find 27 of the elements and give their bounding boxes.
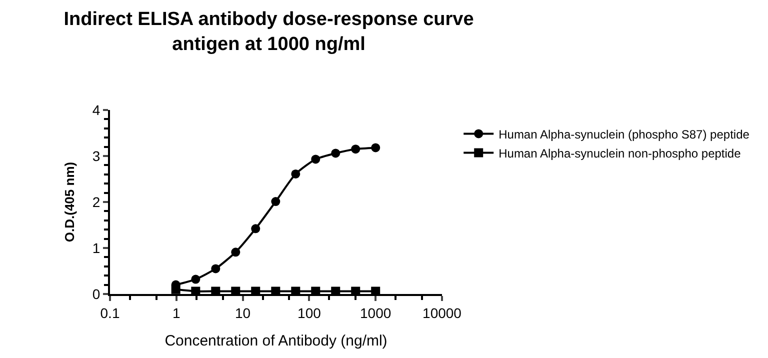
x-axis-title: Concentration of Antibody (ng/ml) [164, 332, 388, 350]
x-tick-label: 0.1 [100, 304, 120, 321]
point [211, 264, 220, 274]
point [171, 284, 180, 294]
y-tick-label: 4 [92, 102, 100, 118]
point [371, 143, 380, 152]
point [231, 248, 240, 257]
y-axis-title: O.D.(405 nm) [62, 162, 77, 242]
x-tick-label: 100 [298, 304, 322, 321]
point [251, 224, 260, 234]
point [311, 154, 320, 164]
legend-label: Human Alpha-synuclein non-phospho peptide [498, 146, 742, 160]
y-tick-label: 0 [92, 286, 100, 302]
point [351, 144, 360, 154]
x-tick-label: 10000 [422, 304, 462, 321]
x-tick-label: 1 [172, 304, 180, 321]
point [191, 274, 200, 284]
y-tick-label: 1 [92, 240, 100, 256]
x-tick-label: 1000 [360, 304, 392, 321]
point [331, 148, 340, 158]
point [271, 197, 280, 206]
y-tick-label: 3 [92, 148, 100, 164]
y-tick-label: 2 [92, 194, 100, 210]
chart-title: Indirect ELISA antibody dose-response curve antigen at 1000 ng/ml [64, 9, 474, 55]
point [291, 169, 300, 178]
x-tick-label: 10 [235, 304, 251, 321]
legend-label: Human Alpha-synuclein (phospho S87) peptide [498, 127, 750, 142]
